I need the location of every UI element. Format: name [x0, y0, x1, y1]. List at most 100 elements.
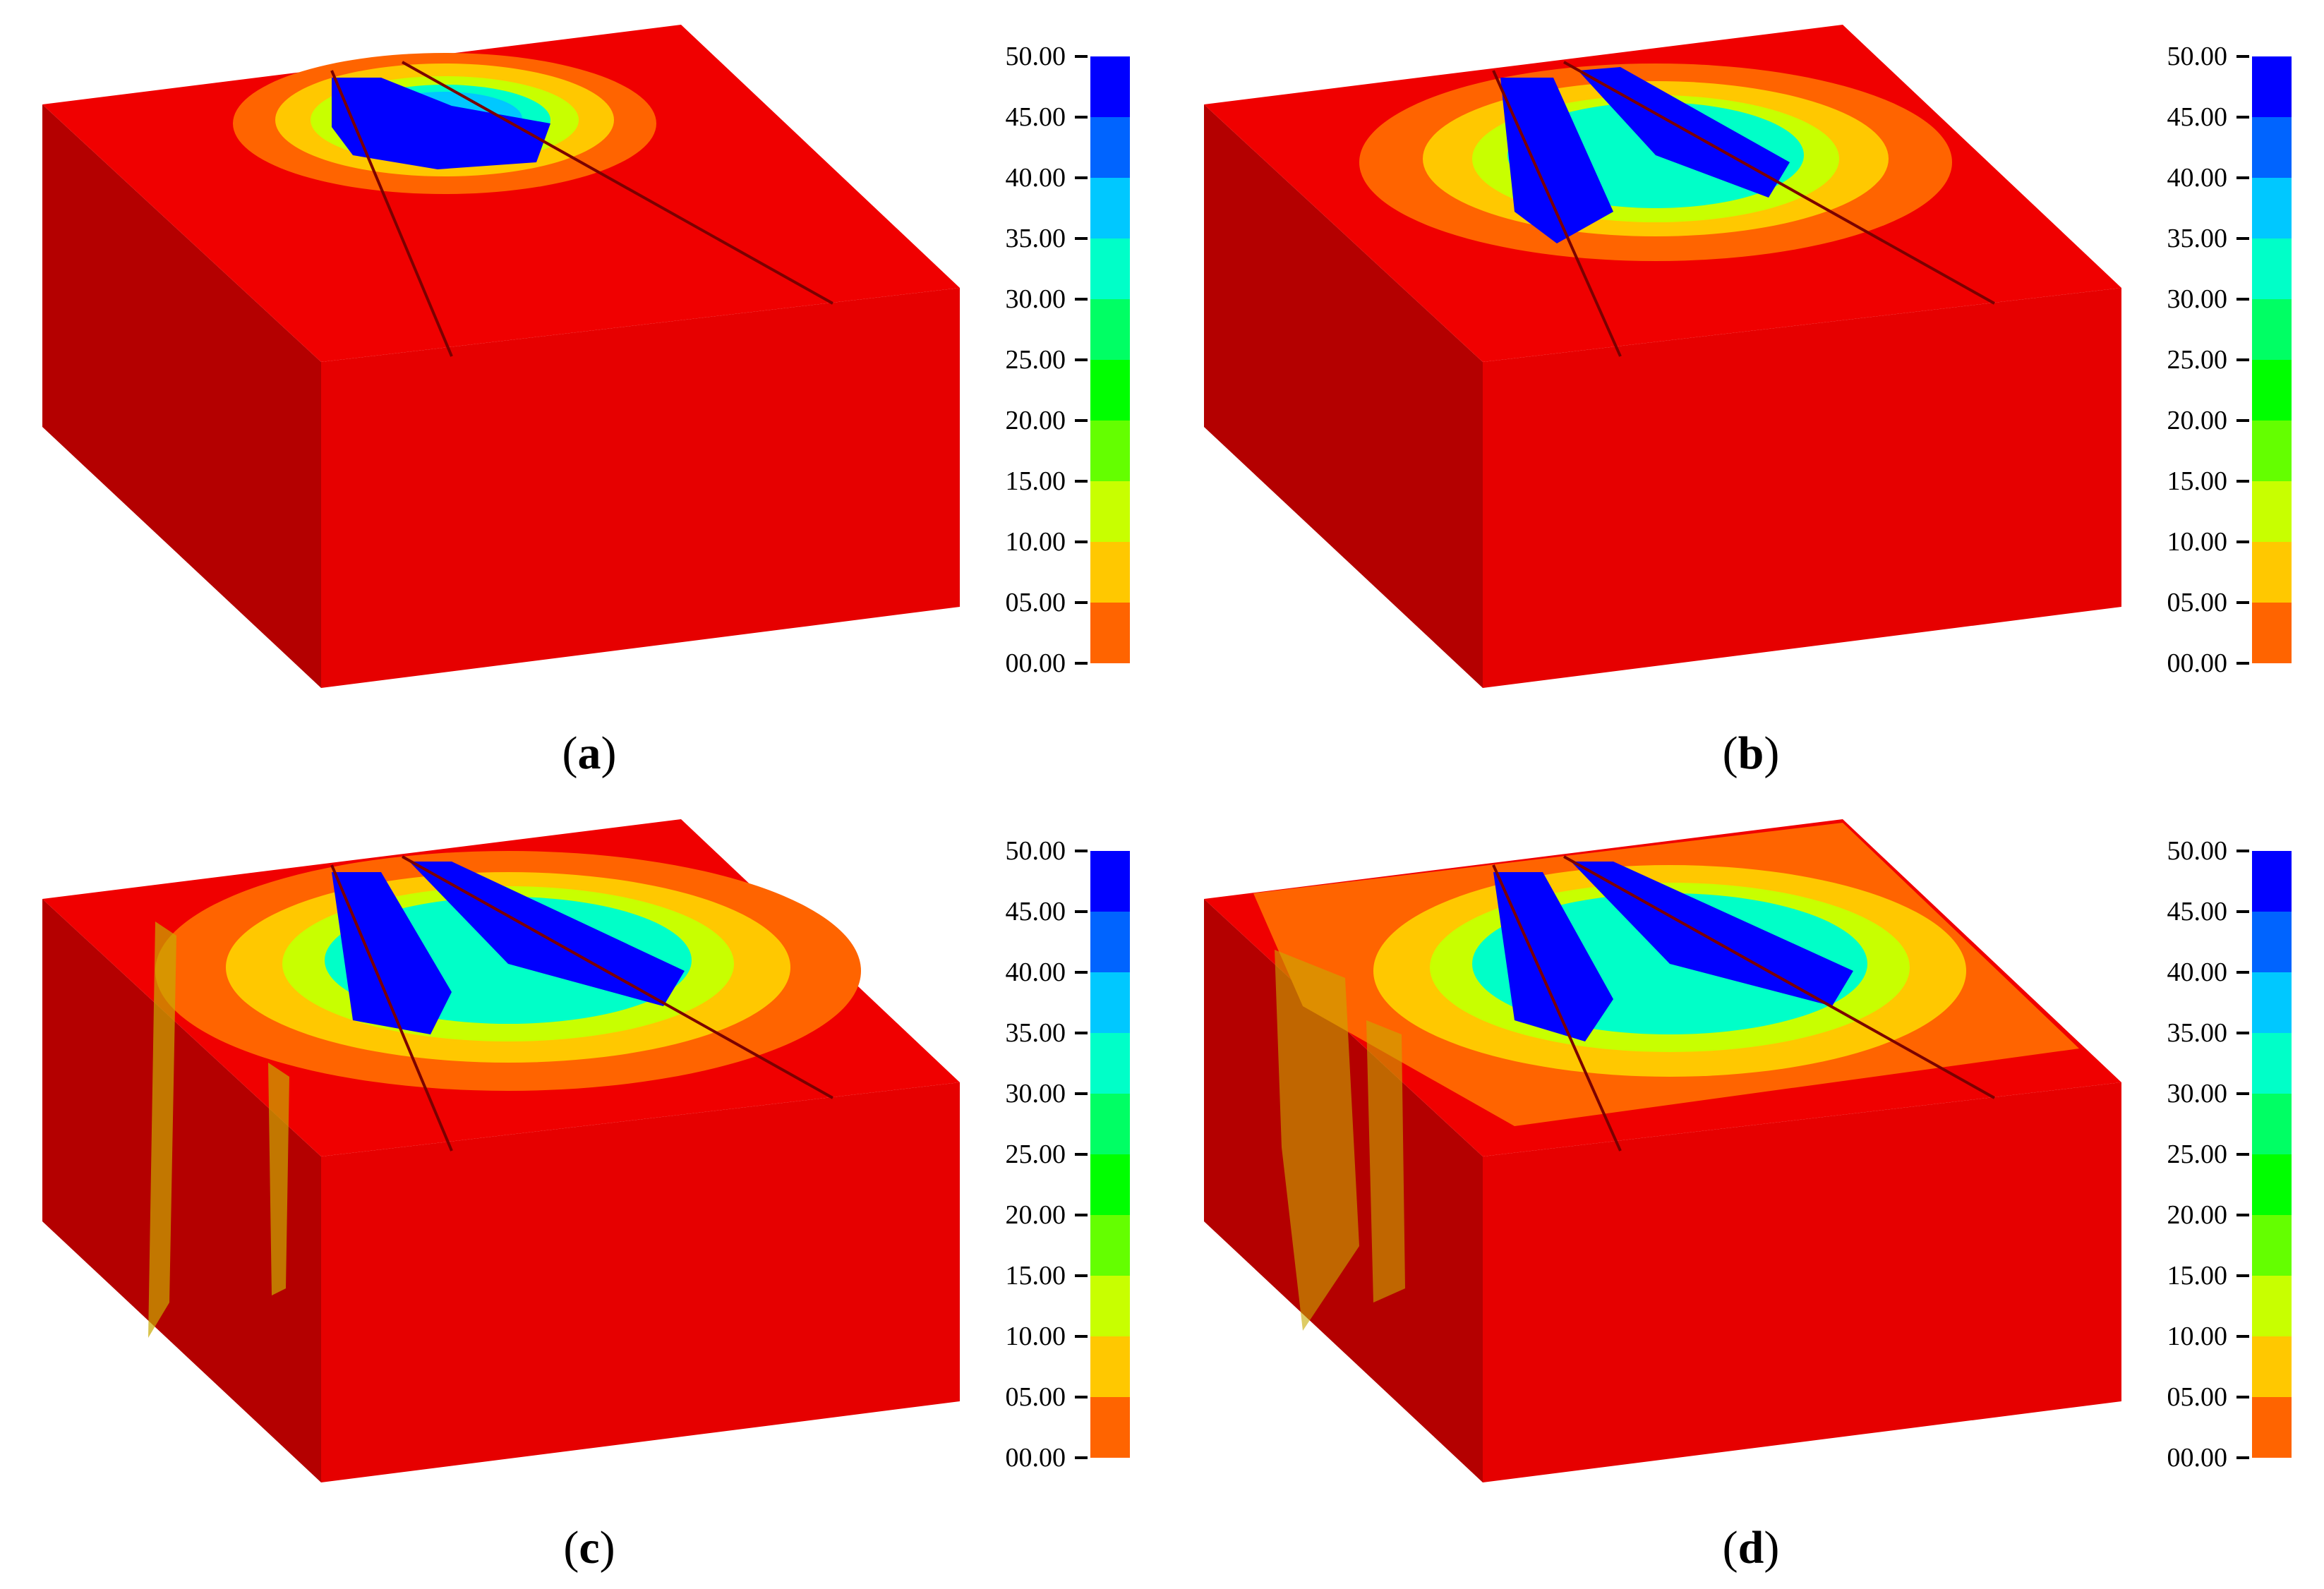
block-front-face	[1483, 1082, 2121, 1482]
colorbar-tick	[1075, 419, 1088, 422]
colorbar-tick	[1075, 116, 1088, 119]
colorbar-tick	[1075, 850, 1088, 852]
colorbar-tick-label: 05.00	[1005, 1382, 1066, 1412]
colorbar-tick	[1075, 601, 1088, 604]
colorbar-swatch	[2252, 603, 2292, 663]
colorbar-tick-label: 00.00	[1005, 648, 1066, 678]
colorbar-tick	[1075, 1153, 1088, 1156]
colorbar-legend: 50.00 45.00 40.00 35.00 30.00 25.00 20.00 15.00…	[935, 42, 1147, 677]
contour-zone	[233, 53, 656, 194]
fracture-lines	[1492, 61, 1995, 357]
contour-block-b	[1204, 25, 2121, 688]
colorbar-swatch	[1090, 912, 1130, 972]
colorbar-tick	[2236, 971, 2249, 974]
colorbar-tick	[2236, 358, 2249, 361]
contour-block-c	[42, 819, 960, 1482]
colorbar-tick-label: 30.00	[2167, 284, 2228, 314]
colorbar-swatch	[2252, 1336, 2292, 1397]
colorbar-swatch	[2252, 299, 2292, 360]
caption-b: (b)	[1722, 727, 1780, 779]
contour-block-a	[42, 25, 960, 688]
contour-zone	[148, 851, 861, 1338]
colorbar-tick-label: 45.00	[2167, 897, 2228, 926]
colorbar-legend: 50.00 45.00 40.00 35.00 30.00 25.00 20.00 15.00…	[2097, 836, 2308, 1472]
colorbar-tick	[2236, 1032, 2249, 1034]
colorbar-tick	[1075, 910, 1088, 913]
colorbar-swatch	[2252, 360, 2292, 421]
colorbar-tick-label: 05.00	[1005, 588, 1066, 617]
colorbar-tick-label: 50.00	[1005, 42, 1066, 71]
panel-c: 50.00 45.00 40.00 35.00 30.00 25.00 20.00 15.00…	[0, 794, 1162, 1589]
colorbar-swatch	[1090, 1033, 1130, 1094]
colorbar-swatch	[2252, 1215, 2292, 1276]
colorbar-tick	[2236, 55, 2249, 58]
colorbar-tick-label: 35.00	[2167, 1018, 2228, 1048]
colorbar-tick-label: 25.00	[1005, 345, 1066, 375]
colorbar-tick-label: 05.00	[2167, 588, 2228, 617]
colorbar-tick	[2236, 1214, 2249, 1216]
colorbar-tick-label: 45.00	[1005, 897, 1066, 926]
colorbar-swatch	[1090, 1397, 1130, 1458]
colorbar-tick-label: 20.00	[1005, 1200, 1066, 1230]
colorbar-swatch	[1090, 421, 1130, 481]
colorbar-tick-label: 50.00	[2167, 836, 2228, 866]
colorbar-tick	[1075, 1092, 1088, 1095]
colorbar-tick-label: 00.00	[2167, 1443, 2228, 1473]
contour-zone	[1253, 823, 2079, 1331]
side-face-streak	[1275, 950, 1359, 1331]
colorbar-swatch	[1090, 1215, 1130, 1276]
colorbar-tick	[1075, 1396, 1088, 1398]
colorbar-tick	[1075, 176, 1088, 179]
colorbar-tick-label: 50.00	[1005, 836, 1066, 866]
colorbar-tick-label: 25.00	[2167, 345, 2228, 375]
colorbar-swatch	[1090, 1094, 1130, 1154]
colorbar-tick-label: 50.00	[2167, 42, 2228, 71]
colorbar-swatch	[2252, 1397, 2292, 1458]
colorbar-swatch	[2252, 1276, 2292, 1336]
colorbar-swatch	[2252, 481, 2292, 542]
colorbar-swatch	[1090, 972, 1130, 1033]
colorbar-tick	[1075, 1456, 1088, 1459]
colorbar-tick-label: 40.00	[2167, 163, 2228, 193]
block-front-face	[321, 288, 960, 688]
block-front-face	[1483, 288, 2121, 688]
colorbar-tick-label: 20.00	[2167, 406, 2228, 435]
colorbar-legend: 50.00 45.00 40.00 35.00 30.00 25.00 20.00 15.00…	[935, 836, 1147, 1472]
colorbar-tick-label: 10.00	[1005, 527, 1066, 557]
colorbar-tick-label: 20.00	[2167, 1200, 2228, 1230]
colorbar-tick	[1075, 662, 1088, 665]
colorbar-tick	[2236, 662, 2249, 665]
colorbar-legend: 50.00 45.00 40.00 35.00 30.00 25.00 20.00 15.00…	[2097, 42, 2308, 677]
colorbar-swatch	[2252, 117, 2292, 178]
colorbar-swatch	[1090, 238, 1130, 299]
colorbar-tick	[2236, 601, 2249, 604]
colorbar-tick-label: 10.00	[1005, 1322, 1066, 1351]
colorbar-tick	[2236, 1092, 2249, 1095]
colorbar-swatch	[2252, 56, 2292, 117]
side-face-streak	[1366, 1020, 1405, 1303]
caption-a: (a)	[562, 727, 617, 779]
colorbar-tick	[2236, 480, 2249, 483]
colorbar-swatch	[2252, 912, 2292, 972]
colorbar-tick	[1075, 971, 1088, 974]
fracture-lines	[330, 61, 833, 357]
colorbar-tick	[1075, 1032, 1088, 1034]
colorbar-tick	[1075, 237, 1088, 240]
colorbar-tick-label: 40.00	[1005, 957, 1066, 987]
colorbar-swatch	[2252, 238, 2292, 299]
caption-d: (d)	[1722, 1522, 1780, 1573]
colorbar-tick-label: 00.00	[2167, 648, 2228, 678]
colorbar-swatch	[1090, 481, 1130, 542]
block-side-face	[42, 104, 321, 688]
colorbar-tick	[2236, 1456, 2249, 1459]
block-front-face	[321, 1082, 960, 1482]
colorbar-tick	[1075, 540, 1088, 543]
colorbar-tick	[2236, 910, 2249, 913]
caption-c: (c)	[563, 1522, 615, 1573]
colorbar-tick-label: 35.00	[2167, 224, 2228, 253]
contour-block-d	[1204, 819, 2121, 1482]
colorbar-tick	[1075, 1335, 1088, 1338]
colorbar-tick-label: 10.00	[2167, 527, 2228, 557]
panel-d: 50.00 45.00 40.00 35.00 30.00 25.00 20.00 15.00…	[1162, 794, 2323, 1589]
colorbar-swatch	[1090, 178, 1130, 238]
